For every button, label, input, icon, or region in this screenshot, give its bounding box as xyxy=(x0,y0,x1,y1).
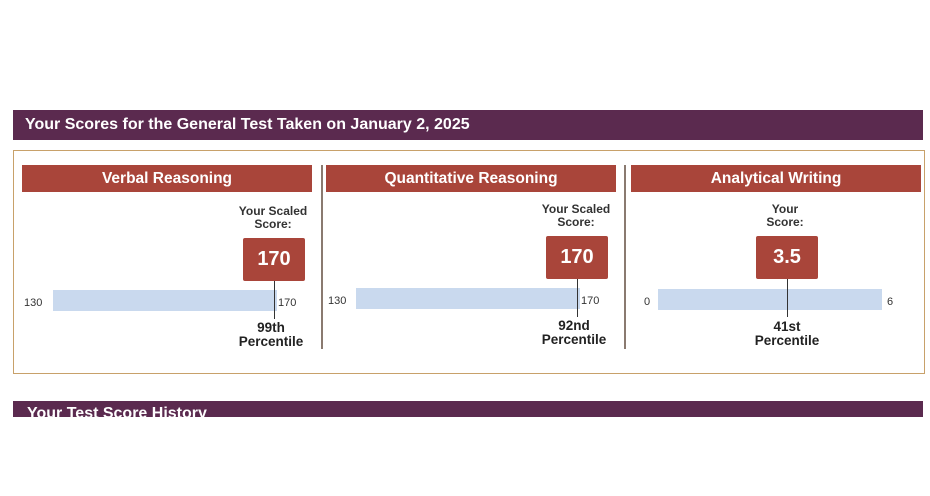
writing-score-box: 3.5 xyxy=(756,236,818,279)
verbal-scale-max: 170 xyxy=(278,297,297,309)
quant-scale-min: 130 xyxy=(328,295,347,307)
quant-section: Quantitative Reasoning Your Scaled Score… xyxy=(326,165,616,347)
writing-needle xyxy=(787,279,788,317)
writing-score-label: Your Score: xyxy=(766,202,804,229)
writing-percentile: 41st Percentile xyxy=(754,319,820,348)
quant-needle xyxy=(577,279,578,317)
scores-panel: Verbal Reasoning Your Scaled Score: 170 … xyxy=(13,150,925,374)
history-header: Your Test Score History xyxy=(13,401,923,417)
verbal-title: Verbal Reasoning xyxy=(22,165,312,192)
scores-header-title: Your Scores for the General Test Taken o… xyxy=(25,116,470,133)
quant-score-bar xyxy=(356,288,580,309)
history-header-title: Your Test Score History xyxy=(27,405,207,418)
writing-scale-min: 0 xyxy=(644,296,651,308)
quant-percentile: 92nd Percentile xyxy=(541,318,607,347)
writing-title: Analytical Writing xyxy=(631,165,921,192)
section-divider xyxy=(624,165,626,349)
verbal-score-bar xyxy=(53,290,277,311)
quant-title: Quantitative Reasoning xyxy=(326,165,616,192)
quant-score-box: 170 xyxy=(546,236,608,279)
quant-score-label: Your Scaled Score: xyxy=(541,202,611,229)
verbal-scale-min: 130 xyxy=(24,297,43,309)
verbal-score-box: 170 xyxy=(243,238,305,281)
section-divider xyxy=(321,165,323,349)
scores-header: Your Scores for the General Test Taken o… xyxy=(13,110,923,140)
quant-scale-max: 170 xyxy=(581,295,600,307)
writing-score-bar xyxy=(658,289,882,310)
verbal-percentile: 99th Percentile xyxy=(238,320,304,349)
writing-section: Analytical Writing Your Score: 3.5 0 6 4… xyxy=(631,165,921,348)
verbal-needle xyxy=(274,281,275,319)
verbal-score-label: Your Scaled Score: xyxy=(238,204,308,231)
verbal-section: Verbal Reasoning Your Scaled Score: 170 … xyxy=(22,165,312,349)
writing-scale-max: 6 xyxy=(887,296,894,308)
